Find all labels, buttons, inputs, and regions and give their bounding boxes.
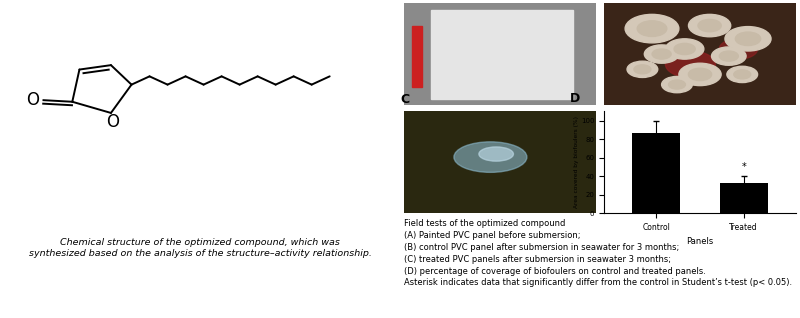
Circle shape bbox=[688, 68, 712, 80]
Circle shape bbox=[644, 45, 679, 63]
Circle shape bbox=[725, 27, 771, 51]
Circle shape bbox=[711, 47, 746, 65]
Ellipse shape bbox=[454, 142, 527, 172]
Circle shape bbox=[734, 70, 750, 79]
Circle shape bbox=[662, 76, 692, 93]
X-axis label: Panels: Panels bbox=[686, 237, 714, 246]
Circle shape bbox=[627, 61, 658, 78]
Circle shape bbox=[727, 66, 758, 83]
Y-axis label: Area covered by biofoulers (%): Area covered by biofoulers (%) bbox=[574, 116, 579, 208]
Bar bbox=[431, 10, 573, 99]
Circle shape bbox=[666, 39, 704, 59]
Circle shape bbox=[679, 63, 721, 86]
Circle shape bbox=[735, 32, 761, 45]
Circle shape bbox=[666, 51, 715, 78]
Circle shape bbox=[674, 43, 695, 55]
Circle shape bbox=[698, 19, 722, 32]
Circle shape bbox=[634, 65, 651, 74]
Bar bbox=[412, 25, 422, 86]
Circle shape bbox=[652, 49, 671, 59]
Ellipse shape bbox=[479, 147, 514, 161]
Circle shape bbox=[625, 14, 679, 43]
Text: Chemical structure of the optimized compound, which was
synthesized based on the: Chemical structure of the optimized comp… bbox=[29, 238, 371, 258]
Text: O: O bbox=[106, 114, 119, 131]
Circle shape bbox=[719, 39, 758, 59]
Text: O: O bbox=[26, 91, 38, 109]
Text: Field tests of the optimized compound
(A) Painted PVC panel before submersion;
(: Field tests of the optimized compound (A… bbox=[404, 219, 792, 287]
Bar bbox=[632, 133, 680, 213]
Text: D: D bbox=[570, 92, 580, 105]
Circle shape bbox=[719, 51, 738, 61]
Bar bbox=[720, 183, 768, 213]
Text: C: C bbox=[400, 93, 410, 106]
Text: *: * bbox=[742, 162, 746, 172]
Circle shape bbox=[638, 21, 666, 37]
Circle shape bbox=[689, 14, 730, 37]
Circle shape bbox=[669, 80, 686, 89]
